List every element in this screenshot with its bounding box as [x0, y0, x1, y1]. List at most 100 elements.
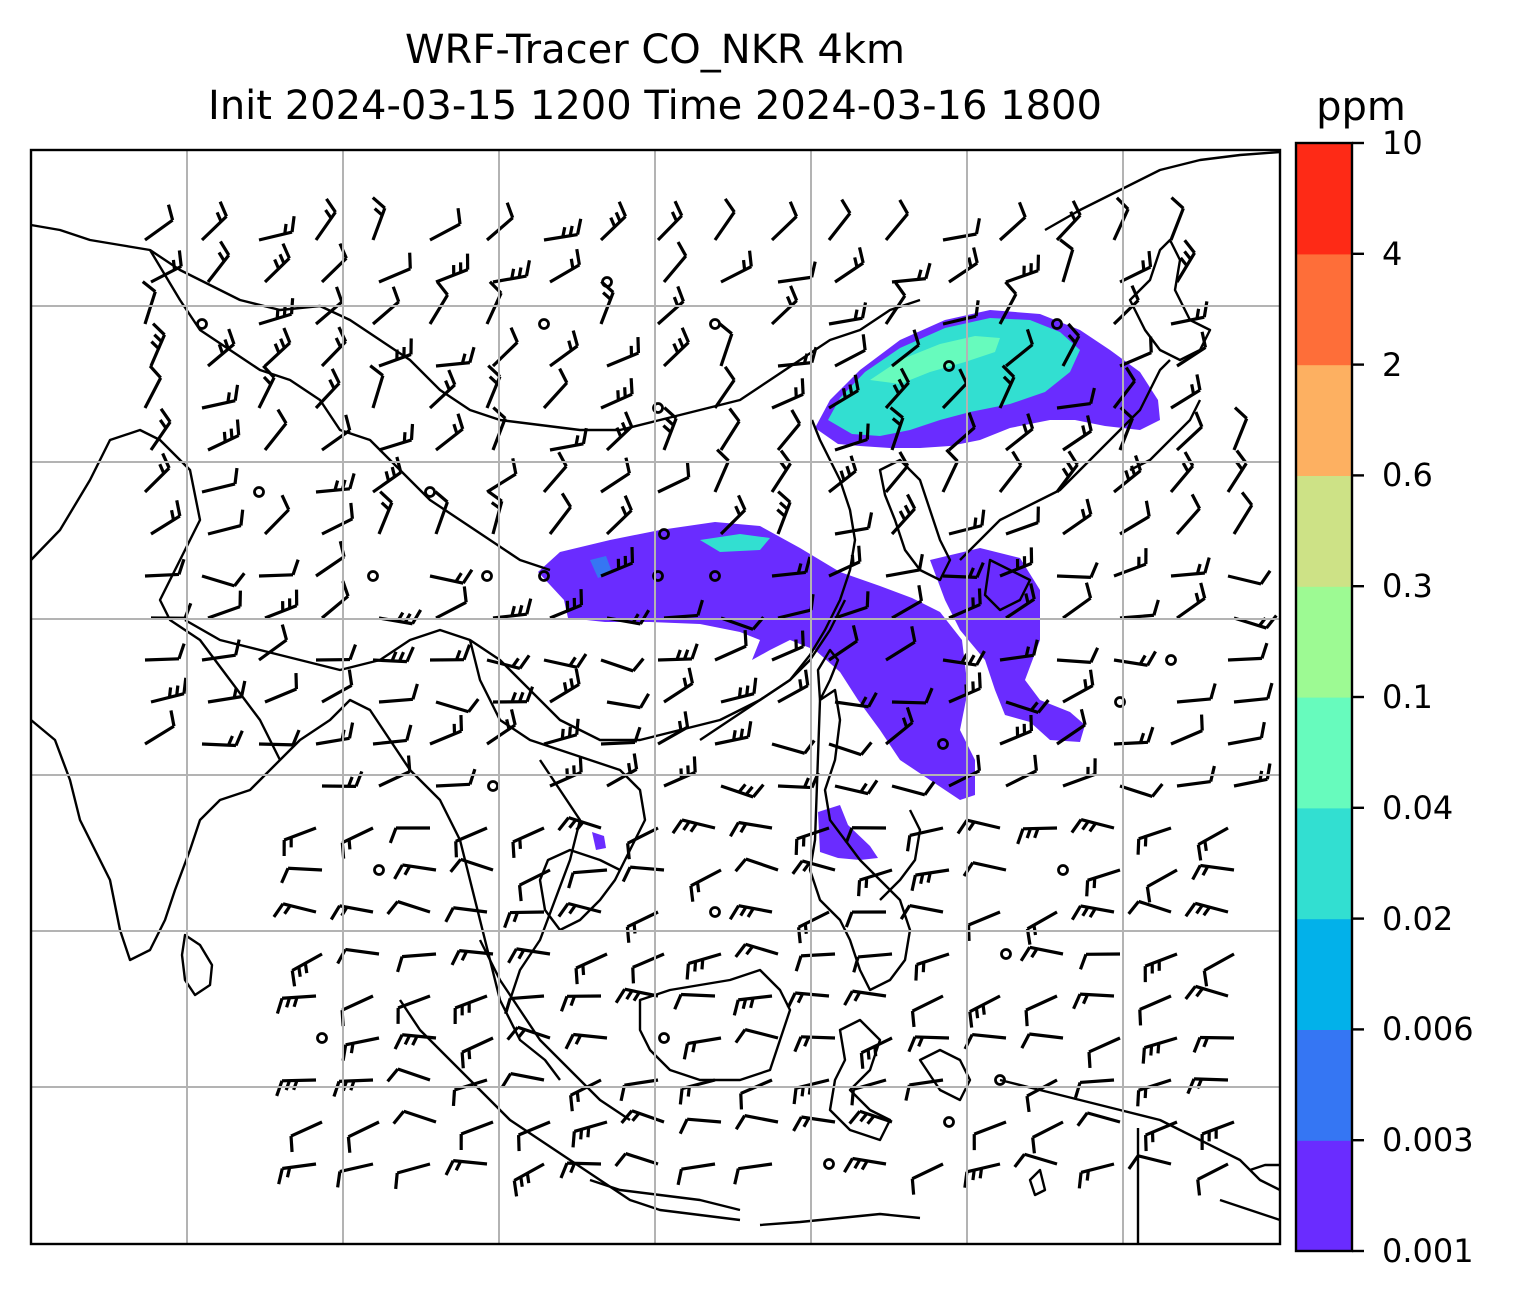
- wind-barb: [1200, 1120, 1235, 1150]
- wind-barb: [321, 770, 364, 788]
- wind-barb: [948, 588, 982, 620]
- colorbar-tick-label: 0.6: [1382, 456, 1433, 495]
- wind-barb: [626, 826, 659, 860]
- wind-barb: [682, 1036, 722, 1060]
- wind-barb: [1113, 650, 1157, 667]
- wind-barb: [460, 1036, 494, 1069]
- wind-barb: [891, 329, 921, 368]
- wind-barb: [1113, 548, 1148, 578]
- coastline-segment: [508, 759, 582, 1001]
- wind-barb: [444, 906, 488, 923]
- wind-barb: [606, 336, 641, 368]
- wind-barb: [771, 556, 812, 578]
- wind-barb: [258, 624, 289, 662]
- wind-barb: [834, 512, 874, 536]
- wind-barb: [1056, 708, 1087, 746]
- wind-barb: [264, 672, 299, 704]
- wind-barb: [966, 910, 1001, 942]
- wind-barb: [857, 868, 893, 897]
- wind-barb: [1233, 682, 1274, 704]
- wind-barb: [435, 698, 480, 714]
- wind-barb: [257, 364, 276, 409]
- wind-barb: [843, 1156, 887, 1174]
- calm-wind-marker: [538, 570, 550, 582]
- wind-barb: [429, 644, 472, 662]
- wind-barb: [1019, 945, 1064, 962]
- wind-barb: [378, 423, 415, 452]
- wind-barb: [998, 364, 1016, 409]
- wind-barb: [549, 427, 588, 452]
- wind-barb: [1227, 569, 1272, 586]
- wind-barb: [676, 1162, 716, 1186]
- wind-barb: [899, 903, 944, 920]
- wind-barb: [948, 509, 986, 536]
- wind-barb: [263, 494, 291, 536]
- wind-barb: [1138, 994, 1172, 1026]
- wind-barb: [1175, 493, 1201, 536]
- wind-barb: [346, 1120, 380, 1153]
- wind-barb: [549, 668, 581, 704]
- wind-barb: [663, 667, 695, 704]
- wind-barb: [834, 779, 879, 796]
- wind-barb: [206, 328, 236, 368]
- wind-barb: [1025, 1078, 1058, 1113]
- wind-barb: [910, 994, 944, 1028]
- wind-barb: [1070, 817, 1115, 834]
- wind-barb: [942, 217, 981, 242]
- wind-barb: [543, 653, 588, 669]
- coastline-segment: [879, 809, 922, 901]
- wind-barb: [719, 494, 747, 536]
- wind-barb: [1005, 413, 1035, 452]
- wind-barb: [1005, 583, 1036, 620]
- wind-barb: [1005, 254, 1041, 284]
- wind-barb: [631, 952, 665, 984]
- wind-barb: [1176, 582, 1207, 620]
- wind-barb: [605, 411, 634, 452]
- wind-barb: [972, 1120, 1007, 1151]
- wind-barb: [942, 650, 986, 667]
- calm-wind-marker: [823, 1158, 835, 1170]
- wind-barb: [884, 199, 910, 242]
- wind-barb: [144, 204, 175, 242]
- calm-wind-marker: [652, 570, 664, 582]
- wind-barb: [557, 816, 602, 832]
- plume-fleck-a: [592, 832, 606, 850]
- wind-barb: [673, 992, 716, 1010]
- wind-barb: [512, 1162, 545, 1197]
- wind-barb: [321, 669, 354, 704]
- wind-barb: [396, 952, 437, 973]
- wind-barb: [662, 241, 688, 284]
- wind-barb: [685, 952, 722, 980]
- colorbar-tick-label: 0.003: [1382, 1121, 1474, 1160]
- wind-barb: [1119, 250, 1153, 284]
- wind-barb: [1085, 868, 1121, 897]
- wind-barb: [263, 408, 288, 451]
- wind-barb: [714, 720, 753, 746]
- wind-barb: [435, 253, 470, 284]
- calm-wind-marker: [253, 486, 265, 498]
- wind-barb: [657, 643, 699, 662]
- wind-barb: [315, 644, 357, 662]
- coastline-segment: [1129, 399, 1202, 472]
- wind-barb: [599, 280, 615, 325]
- wind-barb: [543, 718, 580, 746]
- colorbar-tick-label: 0.1: [1382, 678, 1433, 716]
- wind-barb: [1062, 498, 1093, 536]
- plume-south-cyan: [700, 534, 770, 552]
- wind-barb: [1062, 582, 1093, 620]
- wind-barb: [1176, 765, 1216, 788]
- wind-barbs: [141, 196, 1278, 1197]
- coastline-segment: [468, 639, 647, 932]
- wind-barb: [827, 198, 852, 241]
- wind-barb: [1170, 301, 1209, 326]
- wind-barb: [1112, 366, 1137, 409]
- wind-barb: [1227, 721, 1266, 746]
- wind-barb: [1170, 557, 1211, 578]
- wind-barb: [549, 248, 581, 284]
- wind-barb: [606, 693, 650, 710]
- wind-barb: [1136, 826, 1172, 855]
- colorbar-tick-label: 10: [1382, 124, 1423, 162]
- wind-barb: [1059, 238, 1075, 283]
- wind-barb: [207, 590, 242, 620]
